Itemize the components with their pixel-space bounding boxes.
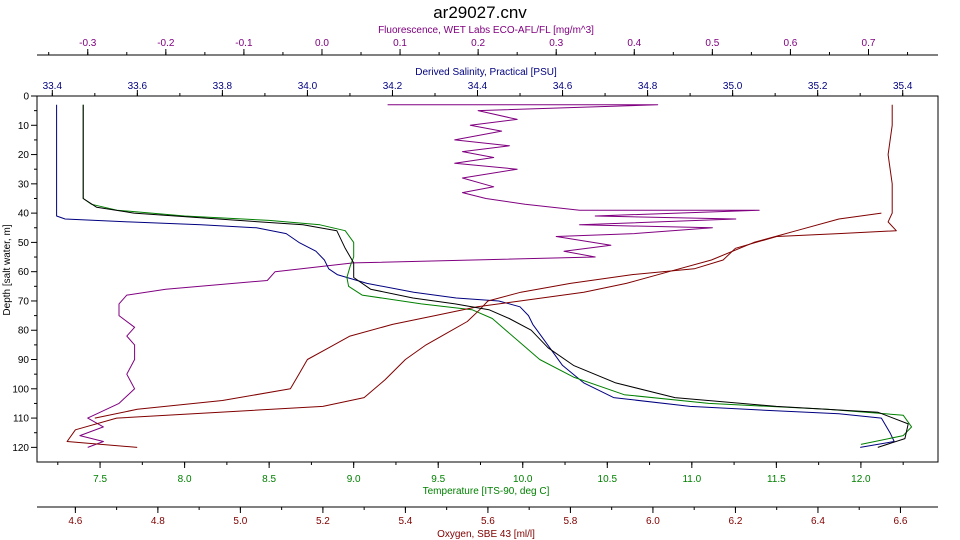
depth-tick-label: 40 [18, 209, 30, 220]
temperature-tick-label: 7.5 [93, 474, 107, 485]
plot-frame [36, 95, 939, 463]
fluorescence-tick-label: 0.1 [393, 38, 407, 49]
salinity-tick-label: 35.4 [893, 81, 913, 92]
depth-axis-label: Depth [salt water, m] [2, 224, 13, 315]
fluorescence-tick-label: -0.2 [157, 38, 175, 49]
temperature-axis-label: Temperature [ITS-90, deg C] [423, 486, 550, 497]
fluorescence-tick-label: 0.3 [549, 38, 563, 49]
oxygen-tick-label: 5.0 [233, 516, 247, 527]
fluorescence-tick-label: 0.7 [862, 38, 876, 49]
fluorescence-axis-label: Fluorescence, WET Labs ECO-AFL/FL [mg/m^… [378, 25, 594, 36]
oxygen-tick-label: 6.0 [646, 516, 660, 527]
temperature-tick-label: 10.5 [598, 474, 618, 485]
depth-tick-label: 80 [18, 326, 30, 337]
salinity-tick-label: 34.4 [468, 81, 488, 92]
series-line-salinity-1 [56, 104, 895, 448]
depth-tick-label: 70 [18, 296, 30, 307]
oxygen-axis-label: Oxygen, SBE 43 [ml/l] [437, 529, 535, 540]
depth-tick-label: 20 [18, 150, 30, 161]
depth-tick-label: 0 [23, 92, 29, 103]
oxygen-tick-label: 6.4 [811, 516, 825, 527]
depth-tick-label: 60 [18, 267, 30, 278]
temperature-tick-label: 8.5 [262, 474, 276, 485]
depth-tick-label: 110 [13, 414, 29, 425]
oxygen-tick-label: 6.6 [894, 516, 908, 527]
depth-tick-label: 10 [18, 121, 30, 132]
salinity-tick-label: 35.0 [723, 81, 743, 92]
depth-tick-label: 90 [18, 355, 30, 366]
salinity-tick-label: 35.2 [808, 81, 828, 92]
fluorescence-tick-label: 0.0 [315, 38, 329, 49]
oxygen-tick-label: 6.2 [728, 516, 742, 527]
chart-title: ar29027.cnv [433, 3, 527, 22]
oxygen-tick-label: 5.2 [316, 516, 330, 527]
oxygen-tick-label: 4.6 [68, 516, 82, 527]
salinity-tick-label: 33.4 [43, 81, 63, 92]
fluorescence-tick-label: 0.5 [705, 38, 719, 49]
fluorescence-tick-label: -0.1 [235, 38, 253, 49]
temperature-tick-label: 11.0 [682, 474, 701, 485]
oxygen-tick-label: 4.8 [151, 516, 165, 527]
salinity-axis: 33.4 33.6 33.8 34.0 34.2 34.4 34.6 34.8 35.0 35.2… [37, 81, 938, 97]
salinity-tick-label: 34.8 [638, 81, 658, 92]
temperature-tick-label: 11.5 [767, 474, 786, 485]
series-line-fluorescence-0 [79, 104, 760, 448]
depth-tick-label: 120 [12, 443, 29, 454]
fluorescence-tick-label: 0.4 [627, 38, 641, 49]
series-line-salinity-4 [94, 212, 882, 419]
series-line-oxygen-3 [66, 104, 897, 448]
series-line-temperature-2 [82, 104, 913, 445]
salinity-tick-label: 34.2 [383, 81, 403, 92]
temperature-tick-label: 9.5 [431, 474, 445, 485]
fluorescence-tick-label: 0.2 [471, 38, 485, 49]
temperature-tick-label: 10.0 [513, 474, 533, 485]
salinity-tick-label: 34.0 [298, 81, 318, 92]
oxygen-axis: 4.6 4.8 5.0 5.2 5.4 5.6 5.8 6.0 6.2 6.4 6.6 [37, 506, 938, 527]
depth-tick-label: 100 [12, 384, 29, 395]
series-group [56, 104, 913, 448]
fluorescence-axis: -0.3 -0.2 -0.1 0.0 0.1 0.2 0.3 0.4 0.5 0.6 0.7 [37, 38, 938, 56]
salinity-tick-label: 33.8 [213, 81, 233, 92]
series-line-temperature-5 [82, 104, 909, 448]
depth-axis: 0 10 20 30 40 50 60 70 80 90 100 110 120 [12, 92, 37, 454]
depth-tick-label: 30 [18, 179, 30, 190]
temperature-tick-label: 12.0 [851, 474, 871, 485]
oxygen-tick-label: 5.6 [481, 516, 495, 527]
fluorescence-tick-label: 0.6 [783, 38, 797, 49]
salinity-axis-label: Derived Salinity, Practical [PSU] [415, 67, 557, 78]
temperature-tick-label: 9.0 [347, 474, 361, 485]
temperature-tick-label: 8.0 [178, 474, 192, 485]
fluorescence-tick-label: -0.3 [79, 38, 97, 49]
salinity-tick-label: 34.6 [553, 81, 573, 92]
depth-tick-label: 50 [18, 238, 30, 249]
oxygen-tick-label: 5.4 [398, 516, 412, 527]
salinity-tick-label: 33.6 [128, 81, 148, 92]
temperature-axis: 7.5 8.0 8.5 9.0 9.5 10.0 10.5 11.0 11.5 12.0 [37, 461, 938, 485]
oxygen-tick-label: 5.8 [563, 516, 577, 527]
